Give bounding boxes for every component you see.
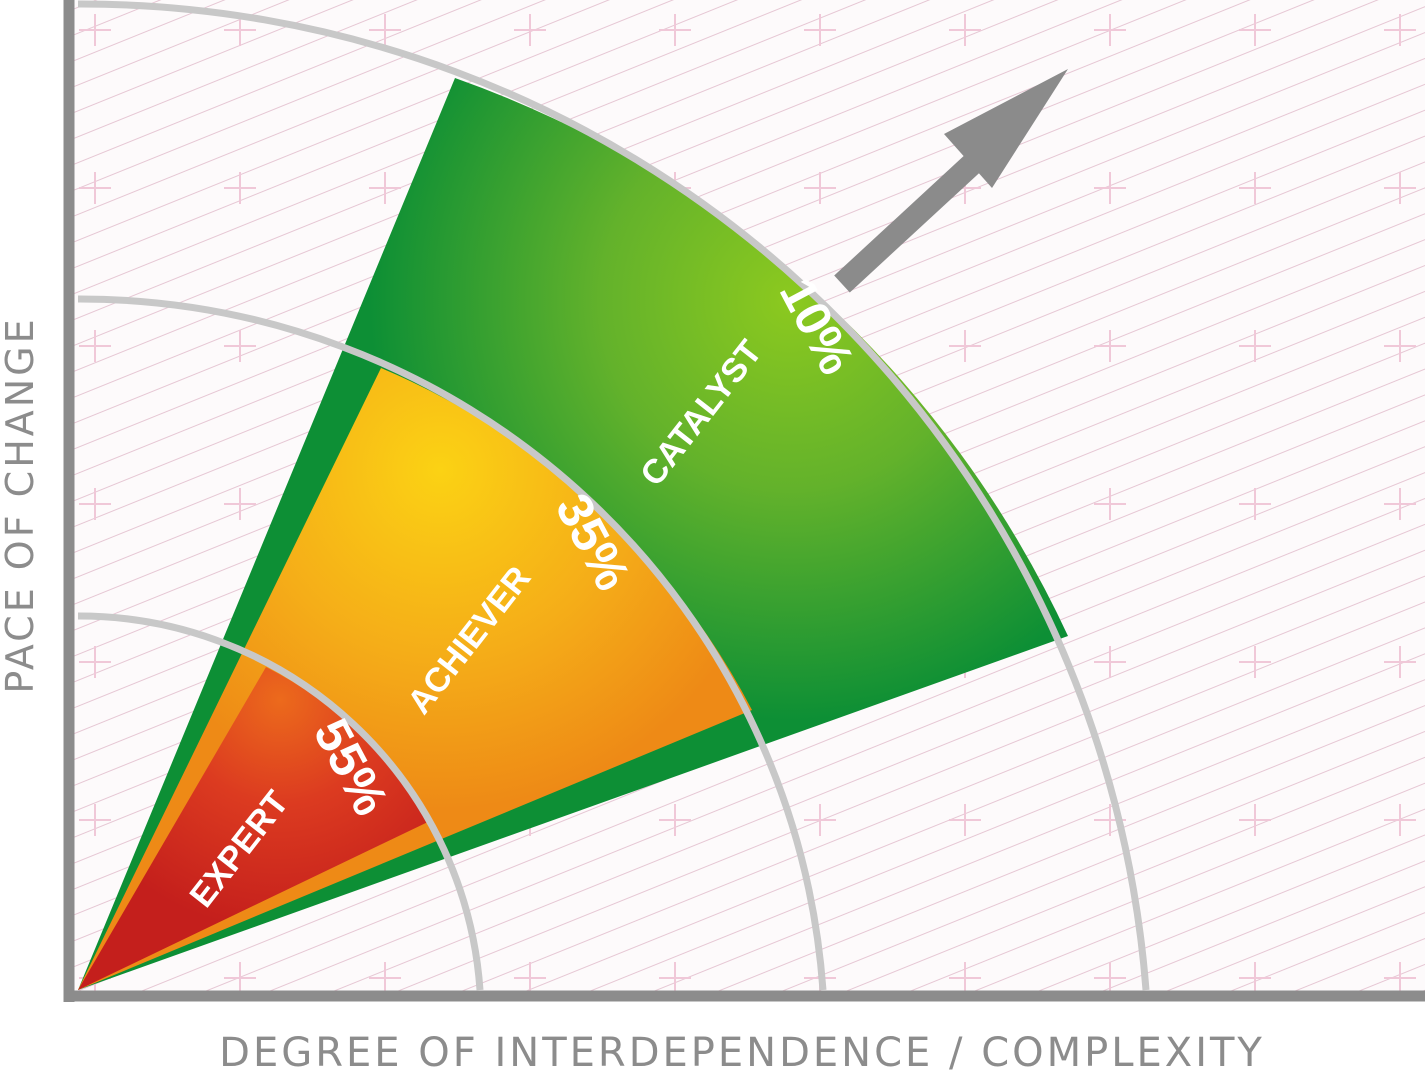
grid-cross-mark xyxy=(1094,330,1126,362)
grid-cross-mark xyxy=(1239,14,1271,46)
grid-cross-mark xyxy=(1239,330,1271,362)
y-axis-label: PACE OF CHANGE xyxy=(0,316,42,693)
grid-cross-mark xyxy=(1384,488,1416,520)
grid-cross-mark xyxy=(949,804,981,836)
grid-cross-mark xyxy=(369,172,401,204)
grid-cross-mark xyxy=(1239,962,1271,994)
grid-cross-mark xyxy=(949,14,981,46)
grid-cross-mark xyxy=(79,488,111,520)
grid-cross-mark xyxy=(514,962,546,994)
growth-arrow-shaft xyxy=(834,143,993,293)
grid-cross-mark xyxy=(949,962,981,994)
expert-segment xyxy=(78,667,430,990)
grid-cross-mark xyxy=(1384,804,1416,836)
grid-cross-mark xyxy=(369,14,401,46)
grid-cross-mark xyxy=(224,962,256,994)
growth-arrow-head xyxy=(944,69,1068,188)
grid-cross-mark xyxy=(1094,488,1126,520)
grid-cross-mark xyxy=(369,962,401,994)
grid-cross-mark xyxy=(79,330,111,362)
catalyst-boundary-arc xyxy=(77,0,1150,991)
grid-cross-mark xyxy=(224,14,256,46)
grid-cross-mark xyxy=(79,804,111,836)
grid-cross-mark xyxy=(224,330,256,362)
grid-cross-mark xyxy=(224,172,256,204)
expert-boundary-arc xyxy=(77,612,484,991)
grid-cross-mark xyxy=(1384,962,1416,994)
grid-cross-mark xyxy=(949,330,981,362)
grid-cross-mark xyxy=(1239,172,1271,204)
x-axis-label: DEGREE OF INTERDEPENDENCE / COMPLEXITY xyxy=(219,1030,1265,1071)
grid-cross-mark xyxy=(1384,646,1416,678)
grid-cross-mark xyxy=(79,646,111,678)
grid-cross-mark xyxy=(1384,14,1416,46)
grid-cross-mark xyxy=(659,14,691,46)
grid-cross-mark xyxy=(79,14,111,46)
grid-cross-mark xyxy=(514,14,546,46)
grid-cross-mark xyxy=(1094,962,1126,994)
grid-cross-mark xyxy=(804,804,836,836)
grid-cross-mark xyxy=(1384,172,1416,204)
grid-cross-mark xyxy=(659,804,691,836)
grid-cross-mark xyxy=(1094,14,1126,46)
grid-cross-mark xyxy=(804,14,836,46)
grid-cross-mark xyxy=(79,172,111,204)
grid-cross-mark xyxy=(659,962,691,994)
grid-cross-mark xyxy=(1094,172,1126,204)
grid-cross-mark xyxy=(224,488,256,520)
grid-cross-mark xyxy=(1239,646,1271,678)
grid-cross-mark xyxy=(1239,804,1271,836)
grid-cross-mark xyxy=(804,172,836,204)
grid-cross-mark xyxy=(1384,330,1416,362)
grid-cross-mark xyxy=(1239,488,1271,520)
achiever-boundary-arc xyxy=(77,295,827,991)
grid-cross-mark xyxy=(1094,646,1126,678)
